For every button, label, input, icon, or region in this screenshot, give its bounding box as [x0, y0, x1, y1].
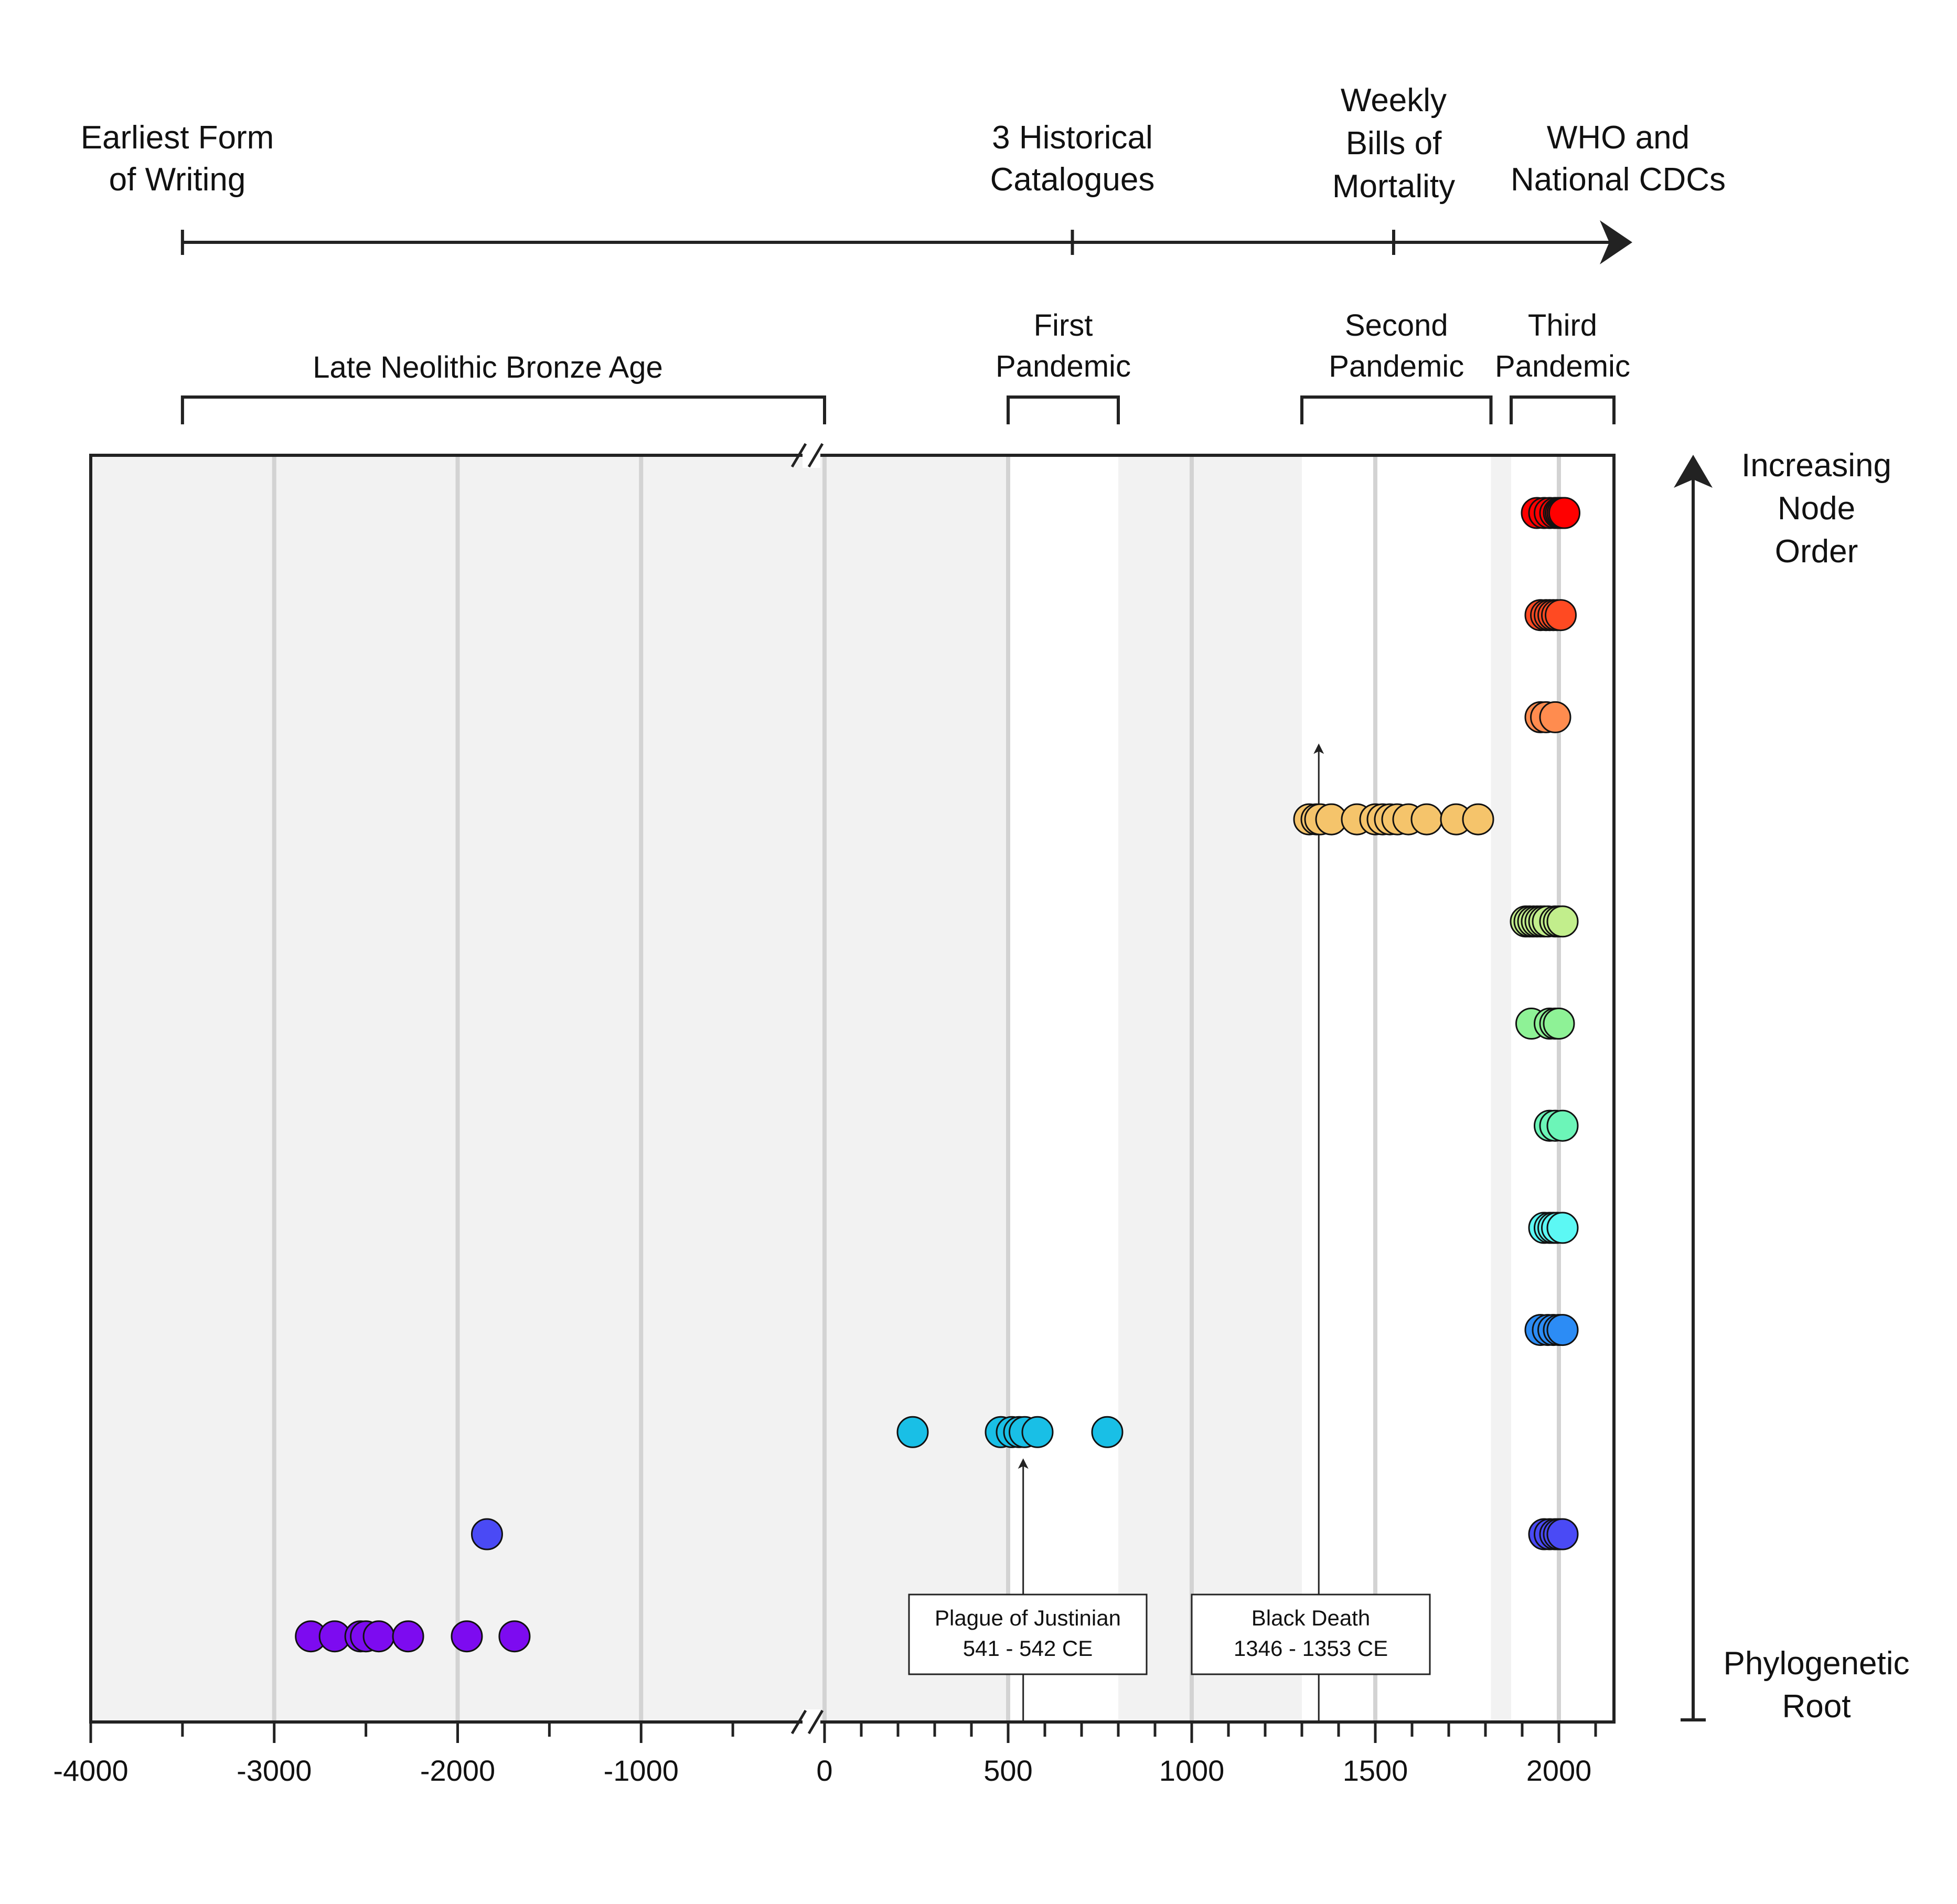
plot-border	[89, 454, 1616, 1724]
x-tick-label-2000: 2000	[1526, 1754, 1592, 1787]
series-row-1	[1521, 497, 1580, 529]
timeline-event-1-line-1: Earliest Form	[81, 120, 274, 156]
point-row-12-6	[392, 1620, 424, 1653]
series-row-2	[1524, 599, 1577, 632]
plot-background	[91, 455, 1614, 1722]
shaded-band-1	[1118, 455, 1302, 1722]
series-row-5	[1510, 905, 1579, 938]
x-tick-label--3000: -3000	[237, 1754, 312, 1787]
point-row-5-10	[1546, 905, 1579, 938]
point-row-12-8	[498, 1620, 531, 1653]
point-row-11-6	[1546, 1518, 1579, 1550]
timeline-and-periods: Earliest Form of Writing 3 Historical Catal…	[81, 82, 1726, 424]
timeline-event-4-line-2: National CDCs	[1511, 162, 1726, 198]
x-tick-label--4000: -4000	[53, 1754, 128, 1787]
axis-break-mark-a-2	[790, 1709, 807, 1735]
period-label-2-line-2: Pandemic	[996, 349, 1131, 383]
axis-break-mark-b-2	[807, 1709, 824, 1735]
point-row-2-6	[1545, 599, 1577, 632]
third-pandemic-window	[1511, 455, 1614, 1722]
shaded-band-2	[1491, 455, 1511, 1722]
data-points	[295, 497, 1580, 1653]
point-row-1-8	[1548, 497, 1580, 529]
x-tick-label-500: 500	[983, 1754, 1032, 1787]
gridlines	[272, 455, 1561, 1722]
callout-box-1	[908, 1593, 1148, 1675]
point-row-4-13	[1462, 803, 1494, 836]
axis-break-mark-a-1	[790, 443, 807, 468]
point-row-10-6	[1021, 1416, 1054, 1448]
point-row-11-1	[470, 1518, 503, 1550]
callout-box-2	[1191, 1593, 1431, 1675]
point-row-4-11	[1410, 803, 1443, 836]
period-label-4-line-2: Pandemic	[1495, 349, 1630, 383]
callout-label-1-line-2: 541 - 542 CE	[963, 1636, 1093, 1661]
callout-label-1-line-1: Plague of Justinian	[935, 1606, 1121, 1630]
y-axis-arrowhead	[1674, 455, 1713, 488]
series-row-7	[1534, 1109, 1579, 1142]
period-label-4-line-1: Third	[1528, 308, 1597, 343]
x-axis: -4000 -3000 -2000 -1000 0 500 1000 1500 2000	[53, 1722, 1597, 1787]
timeline-arrowhead	[1600, 220, 1632, 264]
y-axis-top-label-line-3: Order	[1775, 533, 1858, 570]
period-bracket-4	[1510, 395, 1616, 424]
callout-label-2-line-2: 1346 - 1353 CE	[1234, 1636, 1388, 1661]
timeline-event-1-line-2: of Writing	[109, 162, 246, 198]
series-row-10	[896, 1416, 1124, 1448]
x-tick-label-1500: 1500	[1343, 1754, 1408, 1787]
axis-break-mark-b-1	[807, 443, 824, 468]
series-row-12	[295, 1620, 531, 1653]
point-row-10-7	[1091, 1416, 1124, 1448]
series-row-11	[470, 1518, 1579, 1550]
x-tick-label--1000: -1000	[604, 1754, 679, 1787]
point-row-3-3	[1539, 701, 1571, 733]
timeline-event-3-line-1: Weekly	[1341, 82, 1447, 119]
y-axis-bottom-label-line-2: Root	[1782, 1688, 1851, 1725]
series-row-8	[1528, 1212, 1579, 1244]
point-row-6-4	[1543, 1008, 1575, 1040]
timeline-event-2-line-2: Catalogues	[990, 162, 1155, 198]
timeline-event-2-line-1: 3 Historical	[992, 120, 1153, 156]
timeline-event-4-line-1: WHO and	[1547, 120, 1689, 156]
y-axis-bottom-label-line-1: Phylogenetic	[1723, 1645, 1909, 1682]
series-row-6	[1515, 1008, 1575, 1040]
series-row-4	[1293, 803, 1494, 836]
timeline-event-3-line-2: Bills of	[1346, 125, 1442, 162]
x-tick-label--2000: -2000	[420, 1754, 495, 1787]
period-bracket-3	[1300, 395, 1493, 424]
y-axis-top-label-line-2: Node	[1778, 490, 1855, 527]
period-bracket-1	[180, 395, 826, 424]
series-row-3	[1524, 701, 1571, 733]
y-axis-top-label-line-1: Increasing	[1741, 447, 1891, 484]
y-axis-arrow: Increasing Node Order Phylogenetic Root	[1674, 447, 1910, 1725]
series-row-9	[1524, 1314, 1579, 1346]
x-tick-label-1000: 1000	[1159, 1754, 1225, 1787]
x-tick-label-0: 0	[816, 1754, 832, 1787]
point-row-7-3	[1546, 1109, 1579, 1142]
point-row-12-7	[451, 1620, 483, 1653]
period-label-2-line-1: First	[1034, 308, 1093, 343]
timeline-event-3-line-3: Mortality	[1332, 168, 1455, 205]
period-bracket-2	[1007, 395, 1120, 424]
point-row-9-5	[1546, 1314, 1579, 1346]
point-row-8-5	[1546, 1212, 1579, 1244]
callout-label-2-line-1: Black Death	[1252, 1606, 1370, 1630]
annotations: Plague of Justinian 541 - 542 CE Black Dea…	[908, 743, 1431, 1722]
period-label-3-line-2: Pandemic	[1329, 349, 1464, 383]
plot-frame	[89, 443, 1616, 1735]
period-label-3-line-1: Second	[1345, 308, 1448, 343]
point-row-10-1	[896, 1416, 929, 1448]
period-label-1-line-1: Late Neolithic Bronze Age	[313, 350, 662, 384]
point-row-12-5	[362, 1620, 395, 1653]
